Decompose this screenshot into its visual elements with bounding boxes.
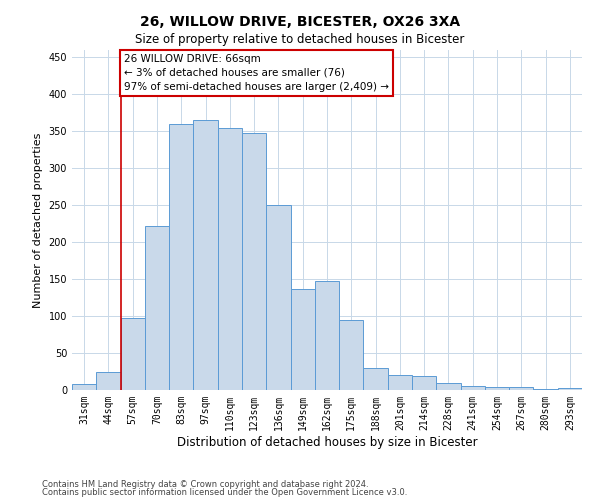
Bar	[558, 388, 582, 390]
Bar	[509, 387, 533, 390]
Bar	[436, 382, 461, 390]
Text: 26 WILLOW DRIVE: 66sqm
← 3% of detached houses are smaller (76)
97% of semi-deta: 26 WILLOW DRIVE: 66sqm ← 3% of detached …	[124, 54, 389, 92]
Bar	[364, 368, 388, 390]
Text: 26, WILLOW DRIVE, BICESTER, OX26 3XA: 26, WILLOW DRIVE, BICESTER, OX26 3XA	[140, 15, 460, 29]
Bar	[218, 128, 242, 390]
Bar	[242, 133, 266, 390]
Bar	[315, 280, 339, 390]
Bar	[266, 205, 290, 390]
Bar	[145, 226, 169, 390]
Text: Size of property relative to detached houses in Bicester: Size of property relative to detached ho…	[136, 32, 464, 46]
Bar	[412, 376, 436, 390]
Bar	[72, 384, 96, 390]
Bar	[169, 124, 193, 390]
Text: Contains HM Land Registry data © Crown copyright and database right 2024.: Contains HM Land Registry data © Crown c…	[42, 480, 368, 489]
Bar	[290, 288, 315, 390]
Bar	[461, 386, 485, 390]
X-axis label: Distribution of detached houses by size in Bicester: Distribution of detached houses by size …	[176, 436, 478, 448]
Bar	[121, 318, 145, 390]
Bar	[339, 320, 364, 390]
Bar	[388, 375, 412, 390]
Text: Contains public sector information licensed under the Open Government Licence v3: Contains public sector information licen…	[42, 488, 407, 497]
Bar	[533, 388, 558, 390]
Bar	[485, 387, 509, 390]
Bar	[193, 120, 218, 390]
Bar	[96, 372, 121, 390]
Y-axis label: Number of detached properties: Number of detached properties	[33, 132, 43, 308]
